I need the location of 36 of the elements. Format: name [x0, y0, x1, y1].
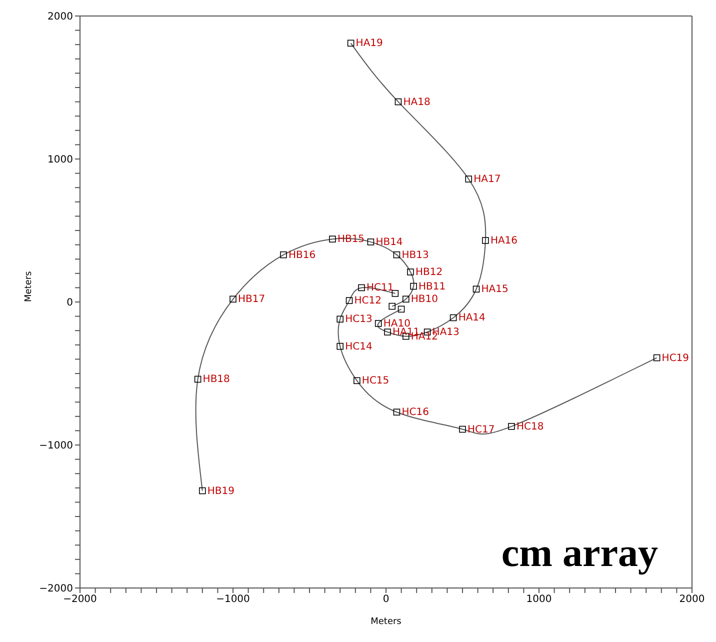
annotation: HB19: [207, 486, 235, 497]
y-tick-label: 1000: [48, 154, 73, 166]
annotation: HB18: [202, 374, 230, 386]
x-tick-label: 0: [382, 594, 390, 606]
annotation: HA18: [403, 96, 430, 108]
x-tick-label: 2000: [679, 594, 705, 606]
annotation: HB16: [288, 250, 316, 261]
annotation: HC14: [345, 341, 372, 352]
annotation: HC16: [402, 407, 429, 418]
annotation: HB10: [410, 294, 438, 306]
annotation: HA15: [481, 284, 508, 296]
annotation: HB14: [376, 236, 403, 248]
y-axis-title: Meters: [24, 270, 34, 302]
annotation: HB13: [402, 250, 429, 261]
annotation: HA14: [458, 312, 486, 324]
annotation: HA17: [474, 174, 501, 186]
annotation: HB12: [415, 266, 443, 278]
annotation: HA19: [356, 38, 383, 50]
annotation: HB11: [418, 281, 446, 292]
annotation: HC19: [662, 352, 690, 364]
y-tick-label: −1000: [39, 440, 73, 452]
x-tick-label: −1000: [216, 594, 250, 606]
y-tick-label: 0: [66, 298, 73, 309]
annotation: HC17: [468, 424, 495, 436]
annotation: HC15: [362, 376, 390, 387]
x-tick-label: 1000: [526, 594, 552, 606]
x-axis-title: Meters: [370, 617, 402, 627]
annotation: cm array: [501, 529, 658, 576]
y-tick-label: 2000: [48, 12, 73, 23]
annotation: HC13: [345, 314, 372, 326]
x-tick-label: −2000: [63, 594, 97, 606]
annotation: HB17: [238, 294, 266, 306]
annotation: HC12: [354, 296, 382, 307]
annotation: HA16: [490, 236, 518, 247]
annotation: HC18: [516, 421, 544, 432]
y-tick-label: −2000: [39, 584, 73, 595]
